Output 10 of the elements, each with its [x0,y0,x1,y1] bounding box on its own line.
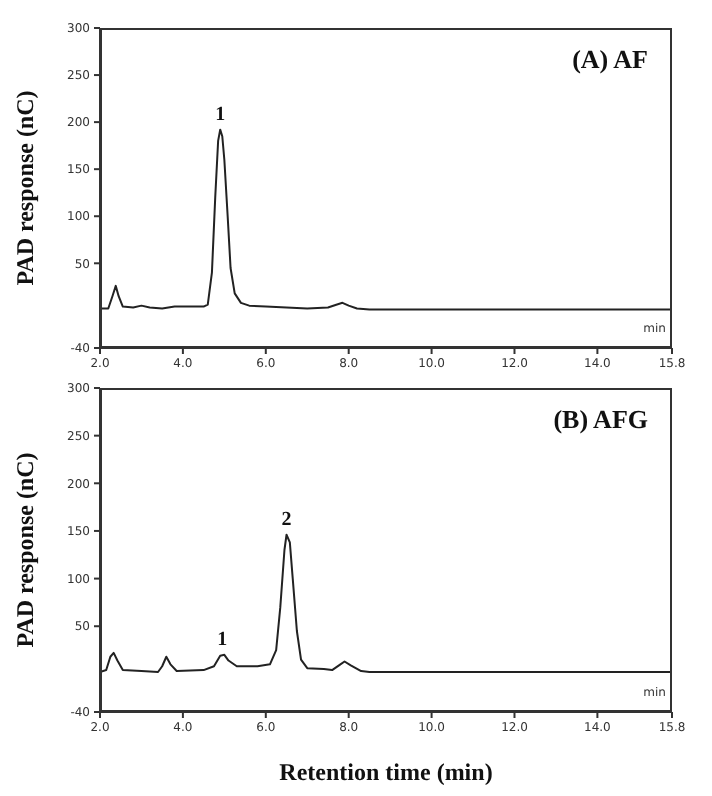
line-series [100,128,672,311]
text: (B) AFG [553,404,648,436]
y-axis-title: PAD response (nC) [10,452,39,648]
line-series [100,533,672,673]
y-axis-title: PAD response (nC) [10,90,39,286]
text: (A) AF [572,44,648,76]
annotation: 2 [281,508,292,531]
x-axis-title: Retention time (min) [279,758,493,786]
annotation: 1 [215,103,226,126]
annotation: 1 [217,628,228,651]
